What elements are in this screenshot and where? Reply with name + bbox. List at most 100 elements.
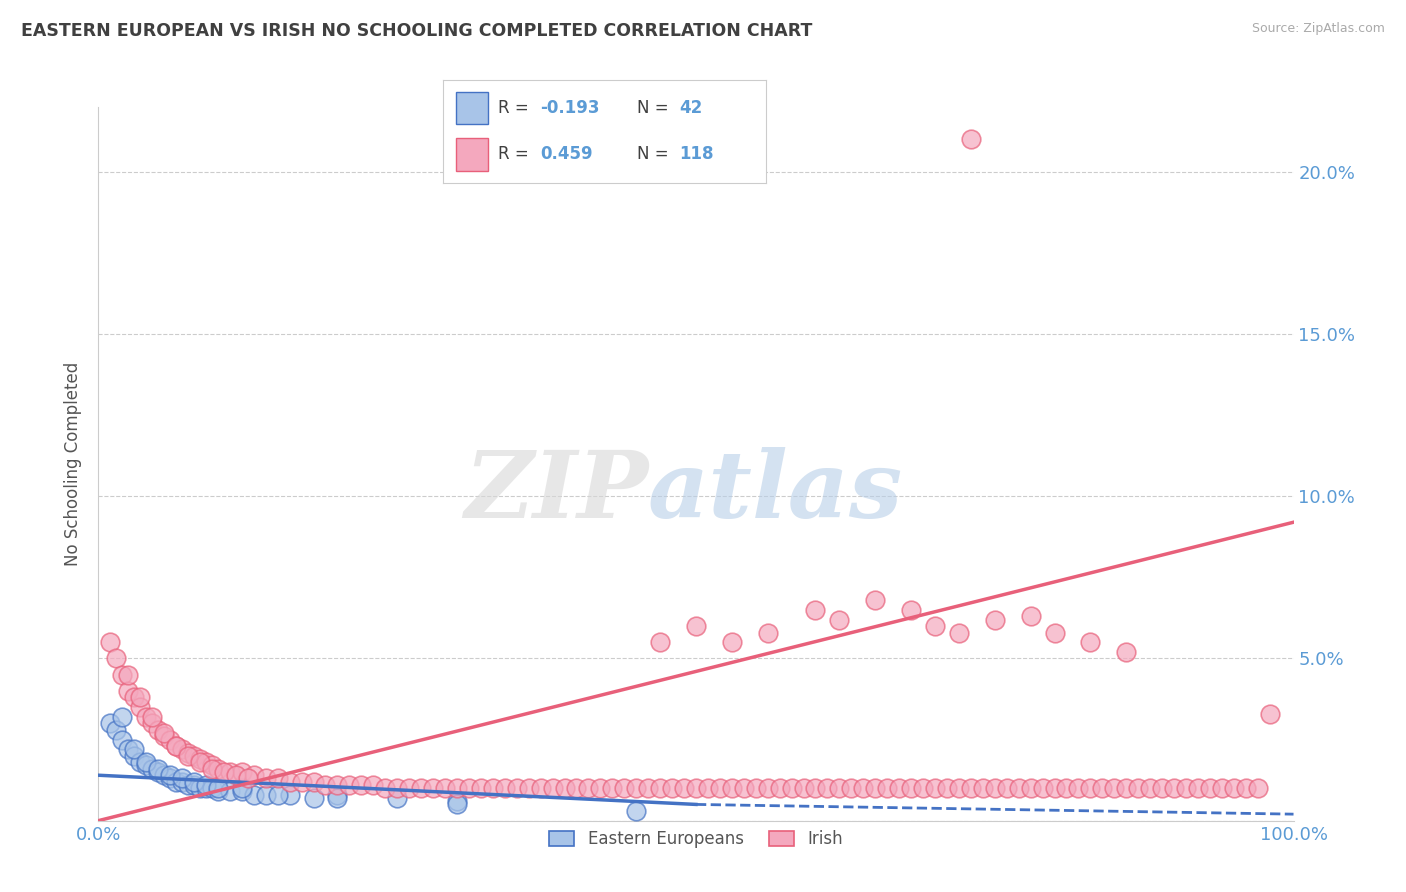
Point [124,690,146,705]
Point [960,132,983,146]
Point [385,781,409,796]
Point [148,762,170,776]
Point [339,778,361,792]
Point [626,804,648,818]
Point [828,781,851,796]
Point [129,690,152,705]
Point [589,781,612,796]
Point [105,651,128,665]
Point [267,772,290,786]
Y-axis label: No Schooling Completed: No Schooling Completed [65,362,83,566]
Point [721,781,744,796]
Point [159,732,181,747]
Point [278,788,301,802]
Point [398,781,420,796]
Point [219,784,242,798]
Point [363,778,385,792]
Point [219,764,242,779]
Point [183,748,205,763]
Point [458,781,481,796]
Point [188,752,211,766]
Point [1152,781,1174,796]
Point [243,768,266,782]
Point [195,778,218,792]
Point [745,781,768,796]
Point [302,791,325,805]
Point [98,716,122,731]
Point [984,781,1007,796]
Point [1080,781,1102,796]
Point [225,768,247,782]
Point [231,784,253,798]
Point [148,723,170,737]
Point [673,781,696,796]
Point [236,772,259,786]
Point [165,774,187,789]
Point [852,781,875,796]
Point [1019,781,1042,796]
Point [1115,645,1137,659]
Point [1234,781,1257,796]
Point [972,781,994,796]
Point [172,742,194,756]
Point [117,684,139,698]
Point [231,781,253,796]
Point [602,781,624,796]
Text: 0.459: 0.459 [540,145,592,163]
Point [1128,781,1150,796]
Point [195,781,218,796]
Point [422,781,444,796]
Point [111,667,134,681]
FancyBboxPatch shape [456,92,488,124]
Point [153,726,176,740]
Point [828,613,851,627]
Text: R =: R = [498,145,534,163]
Text: atlas: atlas [648,448,904,537]
Point [1139,781,1161,796]
Point [768,781,790,796]
Point [212,764,235,779]
Point [470,781,492,796]
Point [302,774,325,789]
Point [1067,781,1090,796]
Point [111,732,134,747]
Point [1211,781,1233,796]
Point [481,781,505,796]
Point [207,762,229,776]
FancyBboxPatch shape [456,137,488,170]
Point [183,778,205,792]
Point [685,619,707,633]
Point [1032,781,1054,796]
Point [326,791,349,805]
Point [350,778,373,792]
Point [637,781,659,796]
Point [135,758,157,772]
Point [733,781,755,796]
Point [517,781,540,796]
Point [626,781,648,796]
Point [1008,781,1031,796]
Point [685,781,707,796]
Point [924,781,946,796]
Point [141,762,163,776]
Point [129,756,152,770]
Point [159,768,181,782]
Point [948,625,970,640]
Point [721,635,744,649]
Point [1258,706,1281,721]
Point [1187,781,1209,796]
Point [326,778,349,792]
Legend: Eastern Europeans, Irish: Eastern Europeans, Irish [543,824,849,855]
Point [648,781,672,796]
Text: EASTERN EUROPEAN VS IRISH NO SCHOOLING COMPLETED CORRELATION CHART: EASTERN EUROPEAN VS IRISH NO SCHOOLING C… [21,22,813,40]
Point [876,781,898,796]
Point [1104,781,1126,796]
Point [291,774,314,789]
Point [756,625,779,640]
Point [231,764,253,779]
Point [141,710,163,724]
Point [530,781,553,796]
Point [153,729,176,743]
Point [889,781,911,796]
Point [1019,609,1042,624]
